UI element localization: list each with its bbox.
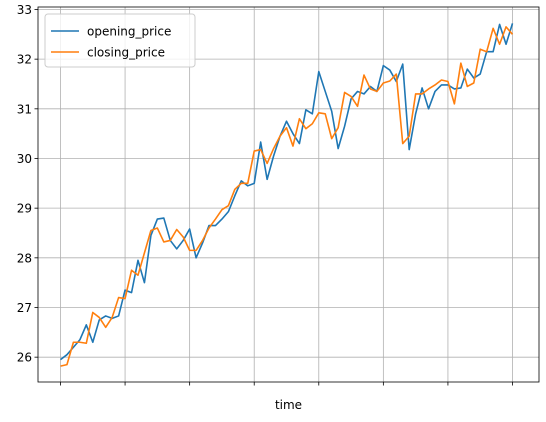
y-tick-label: 27 (17, 301, 32, 315)
y-tick-label: 30 (17, 152, 32, 166)
series-line-opening-price (60, 23, 514, 361)
axes: 26 27 28 29 30 31 32 33 (17, 3, 513, 386)
y-tick-label: 32 (17, 53, 32, 67)
series-line-closing-price (60, 26, 514, 367)
y-tick-label: 28 (17, 251, 32, 265)
legend: opening_price closing_price (44, 13, 196, 68)
y-tick-label: 26 (17, 351, 32, 365)
grid (38, 7, 539, 382)
y-tick-label: 31 (17, 102, 32, 116)
series-layer (60, 23, 514, 367)
legend-box (44, 13, 196, 68)
x-axis-label: time (275, 398, 302, 412)
plot-frame (37, 6, 540, 383)
y-tick-label: 33 (17, 3, 32, 17)
y-tick-label: 29 (17, 202, 32, 216)
legend-label-opening-price: opening_price (87, 25, 171, 39)
legend-label-closing-price: closing_price (87, 46, 165, 60)
